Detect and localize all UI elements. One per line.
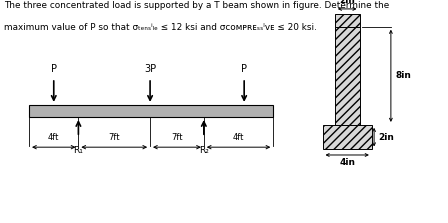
Text: 2in: 2in bbox=[379, 133, 394, 142]
Bar bbox=[323, 125, 372, 149]
Bar bbox=[335, 14, 360, 27]
Bar bbox=[29, 105, 273, 117]
Text: 4ft: 4ft bbox=[48, 133, 60, 142]
Text: The three concentrated load is supported by a T beam shown in figure. Determine : The three concentrated load is supported… bbox=[4, 1, 390, 10]
Text: R₁: R₁ bbox=[73, 146, 83, 155]
Text: 4ft: 4ft bbox=[233, 133, 244, 142]
Text: 2in: 2in bbox=[339, 0, 355, 5]
Text: 4in: 4in bbox=[339, 158, 355, 167]
Text: 7ft: 7ft bbox=[171, 133, 183, 142]
Text: 8in: 8in bbox=[396, 71, 411, 80]
Text: P: P bbox=[51, 64, 57, 74]
Text: 3P: 3P bbox=[144, 64, 156, 74]
Text: 7ft: 7ft bbox=[108, 133, 120, 142]
Text: R₂: R₂ bbox=[199, 146, 209, 155]
Text: P: P bbox=[241, 64, 247, 74]
Bar bbox=[335, 27, 360, 125]
Text: maximum value of P so that σₜₑₙₛⁱₗₑ ≤ 12 ksi and σᴄᴏᴍᴘʀᴇₛₛᴵᴠᴇ ≤ 20 ksi.: maximum value of P so that σₜₑₙₛⁱₗₑ ≤ 12… bbox=[4, 23, 317, 32]
